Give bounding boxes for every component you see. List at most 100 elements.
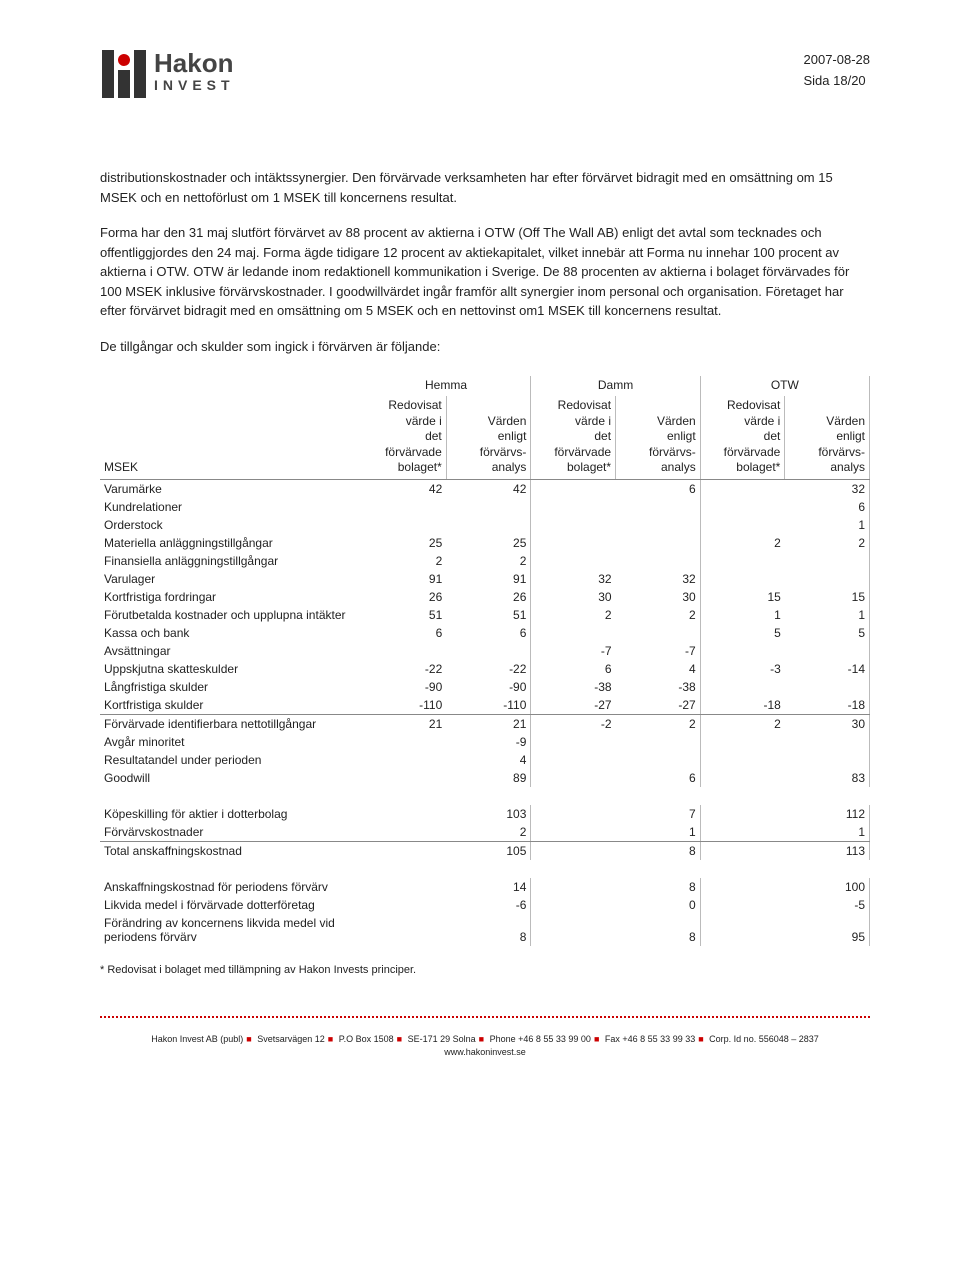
- row-label: Långfristiga skulder: [100, 678, 362, 696]
- cell: 26: [446, 588, 531, 606]
- cell: 1: [616, 823, 701, 842]
- row-label: Kortfristiga fordringar: [100, 588, 362, 606]
- cell: 2: [700, 714, 785, 733]
- cell: [785, 678, 870, 696]
- paragraph-3: De tillgångar och skulder som ingick i f…: [100, 337, 870, 357]
- row-label: Förutbetalda kostnader och upplupna intä…: [100, 606, 362, 624]
- cell: [700, 878, 785, 896]
- row-label: Anskaffningskostnad för periodens förvär…: [100, 878, 362, 896]
- cell: 8: [616, 841, 701, 860]
- cell: [785, 552, 870, 570]
- cell: [531, 498, 616, 516]
- cell: -22: [362, 660, 447, 678]
- row-label: Varumärke: [100, 479, 362, 498]
- cell: -14: [785, 660, 870, 678]
- cell: [700, 805, 785, 823]
- cell: -2: [531, 714, 616, 733]
- cell: 2: [785, 534, 870, 552]
- cell: [446, 498, 531, 516]
- cell: -3: [700, 660, 785, 678]
- cell: [531, 733, 616, 751]
- cell: [362, 751, 447, 769]
- cell: -5: [785, 896, 870, 914]
- cell: [700, 552, 785, 570]
- cell: 42: [362, 479, 447, 498]
- cell: [700, 733, 785, 751]
- group-hemma: Hemma: [362, 376, 531, 396]
- cell: 2: [362, 552, 447, 570]
- cell: 83: [785, 769, 870, 787]
- hakon-logo-icon: [100, 50, 148, 98]
- cell: [700, 914, 785, 946]
- row-label-head: MSEK: [100, 396, 362, 479]
- footer-line2: www.hakoninvest.se: [100, 1046, 870, 1059]
- doc-date: 2007-08-28: [804, 50, 871, 71]
- row-label: Avsättningar: [100, 642, 362, 660]
- cell: [362, 498, 447, 516]
- cell: 0: [616, 896, 701, 914]
- row-label: Förändring av koncernens likvida medel v…: [100, 914, 362, 946]
- cell: 2: [446, 552, 531, 570]
- cell: 30: [785, 714, 870, 733]
- group-otw: OTW: [700, 376, 869, 396]
- logo-subtitle: INVEST: [154, 78, 235, 92]
- row-label: Kundrelationer: [100, 498, 362, 516]
- colhead-b1: Värden enligt förvärvs- analys: [446, 396, 531, 479]
- cell: [700, 570, 785, 588]
- cell: [531, 534, 616, 552]
- cell: [531, 896, 616, 914]
- table-note: * Redovisat i bolaget med tillämpning av…: [100, 964, 870, 976]
- cell: 30: [531, 588, 616, 606]
- cell: [362, 823, 447, 842]
- cell: 8: [446, 914, 531, 946]
- cell: -90: [446, 678, 531, 696]
- row-label: Finansiella anläggningstillgångar: [100, 552, 362, 570]
- cell: [531, 516, 616, 534]
- row-label: Materiella anläggningstillgångar: [100, 534, 362, 552]
- row-label: Varulager: [100, 570, 362, 588]
- cell: [700, 823, 785, 842]
- cell: [700, 841, 785, 860]
- cell: [362, 733, 447, 751]
- cell: 32: [616, 570, 701, 588]
- cell: [700, 498, 785, 516]
- cell: 1: [785, 606, 870, 624]
- cell: [531, 479, 616, 498]
- cell: -110: [362, 696, 447, 715]
- page-footer: Hakon Invest AB (publ)■ Svetsarvägen 12■…: [100, 1033, 870, 1058]
- cell: [531, 805, 616, 823]
- cell: [446, 642, 531, 660]
- row-label: Total anskaffningskostnad: [100, 841, 362, 860]
- cell: 32: [785, 479, 870, 498]
- acquisition-table: Hemma Damm OTW MSEK Redovisat värde i de…: [100, 376, 870, 787]
- cell: -7: [531, 642, 616, 660]
- cell: 112: [785, 805, 870, 823]
- cell: 5: [785, 624, 870, 642]
- cell: [700, 678, 785, 696]
- colhead-a2: Redovisat värde i det förvärvade bolaget…: [531, 396, 616, 479]
- cell: 4: [616, 660, 701, 678]
- cell: 89: [446, 769, 531, 787]
- cell: [531, 914, 616, 946]
- cell: [616, 624, 701, 642]
- cell: 14: [446, 878, 531, 896]
- cell: 42: [446, 479, 531, 498]
- cell: 6: [446, 624, 531, 642]
- cell: [616, 751, 701, 769]
- logo: Hakon INVEST: [100, 50, 235, 98]
- row-label: Uppskjutna skatteskulder: [100, 660, 362, 678]
- cell: -27: [531, 696, 616, 715]
- cell: 1: [785, 516, 870, 534]
- cell: [616, 552, 701, 570]
- cell: 105: [446, 841, 531, 860]
- cell: 113: [785, 841, 870, 860]
- cell: 6: [362, 624, 447, 642]
- cell: [362, 642, 447, 660]
- cell: 8: [616, 914, 701, 946]
- cell: 30: [616, 588, 701, 606]
- cell: [362, 516, 447, 534]
- group-damm: Damm: [531, 376, 700, 396]
- cell: [531, 878, 616, 896]
- cell: [531, 823, 616, 842]
- cell: [616, 516, 701, 534]
